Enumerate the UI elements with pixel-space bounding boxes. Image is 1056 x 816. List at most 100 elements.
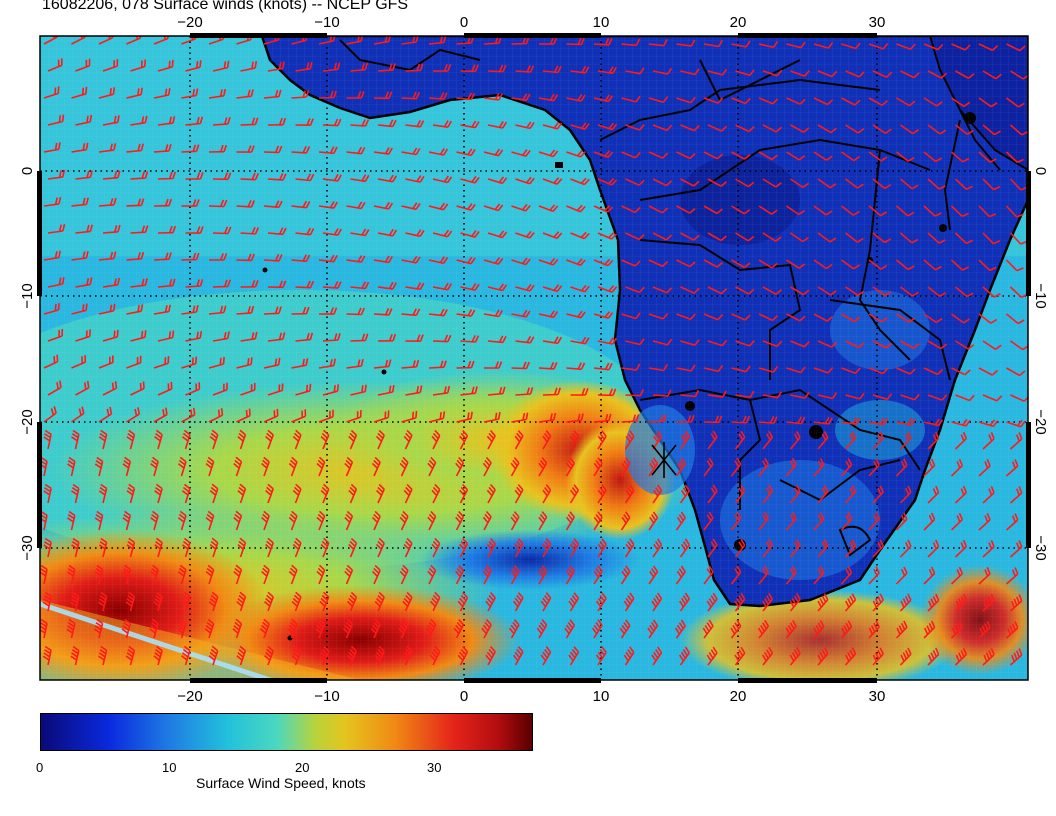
wind-barb bbox=[126, 429, 136, 450]
wind-barb bbox=[43, 142, 61, 153]
wind-barb bbox=[868, 205, 888, 217]
wind-barb bbox=[899, 539, 912, 558]
wind-barb bbox=[267, 61, 285, 72]
wind-barb bbox=[205, 456, 215, 477]
wind-barb bbox=[291, 254, 311, 263]
wind-barb bbox=[624, 430, 635, 450]
wind-barb bbox=[487, 230, 508, 239]
wind-barb bbox=[212, 279, 231, 288]
wind-barb bbox=[927, 340, 947, 350]
wind-barb bbox=[98, 143, 117, 153]
wind-barb bbox=[121, 618, 132, 639]
wind-barb bbox=[813, 259, 833, 270]
colorbar-gradient bbox=[40, 713, 533, 751]
wind-barb bbox=[817, 593, 829, 612]
wind-barb bbox=[978, 259, 997, 272]
wind-barb bbox=[621, 205, 641, 214]
wind-barb bbox=[707, 124, 728, 132]
wind-barb bbox=[510, 511, 520, 531]
wind-barb bbox=[840, 458, 853, 477]
wind-barb bbox=[377, 228, 398, 237]
wind-barb bbox=[593, 511, 603, 531]
wind-barb bbox=[786, 259, 806, 269]
wind-barb bbox=[789, 647, 801, 666]
wind-barb bbox=[593, 457, 603, 477]
wind-barb bbox=[652, 286, 673, 294]
wind-barb bbox=[267, 332, 286, 342]
wind-barb bbox=[734, 646, 746, 666]
wind-barb bbox=[259, 618, 270, 639]
wind-barb bbox=[731, 40, 751, 48]
wind-barb bbox=[868, 417, 889, 426]
wind-barb bbox=[71, 142, 89, 153]
wind-barb bbox=[71, 537, 80, 558]
wind-barb bbox=[570, 231, 590, 240]
wind-barb bbox=[678, 592, 690, 612]
wind-barb bbox=[401, 359, 420, 369]
colorbar bbox=[40, 713, 533, 753]
wind-barb bbox=[789, 431, 801, 450]
wind-barb bbox=[405, 229, 425, 238]
wind-barb bbox=[399, 564, 409, 585]
wind-barb bbox=[315, 618, 326, 639]
wind-barb bbox=[735, 340, 755, 347]
wind-barb bbox=[460, 335, 480, 343]
wind-barb bbox=[542, 430, 552, 450]
wind-barb bbox=[790, 286, 810, 296]
wind-barb bbox=[40, 618, 48, 639]
wind-barb bbox=[734, 484, 746, 504]
wind-barb bbox=[735, 390, 755, 399]
wind-barb bbox=[322, 281, 342, 289]
wind-barb bbox=[185, 60, 202, 72]
wind-barb bbox=[130, 171, 149, 180]
wind-barb bbox=[512, 646, 524, 666]
wind-barb bbox=[457, 645, 469, 666]
wind-barb bbox=[707, 178, 728, 187]
wind-barb bbox=[377, 384, 395, 396]
wind-barb bbox=[263, 200, 283, 209]
wind-barb bbox=[703, 313, 724, 321]
wind-barb bbox=[786, 416, 806, 425]
wind-barb bbox=[978, 458, 991, 477]
wind-barb bbox=[817, 124, 837, 134]
wind-barb bbox=[538, 310, 559, 319]
lon-label: 20 bbox=[730, 14, 747, 31]
wind-barb bbox=[951, 313, 970, 324]
wind-barb bbox=[482, 456, 492, 477]
lon-label: 0 bbox=[460, 688, 468, 705]
wind-barb bbox=[346, 591, 358, 612]
wind-speed-field bbox=[40, 36, 1028, 680]
wind-barb bbox=[927, 647, 940, 666]
wind-barb bbox=[927, 485, 940, 504]
wind-barb bbox=[511, 361, 530, 370]
wind-barb bbox=[895, 259, 915, 271]
wind-barb bbox=[102, 170, 121, 180]
wind-barb bbox=[564, 619, 575, 639]
wind-barb bbox=[98, 197, 117, 207]
wind-barb bbox=[482, 564, 492, 585]
wind-barb bbox=[1005, 205, 1024, 218]
wind-barb bbox=[318, 254, 338, 263]
wind-barb bbox=[652, 484, 663, 504]
wind-barb bbox=[428, 147, 449, 156]
wind-barb bbox=[840, 512, 853, 531]
wind-barb bbox=[288, 510, 298, 531]
wind-barb bbox=[237, 483, 247, 504]
wind-barb bbox=[318, 90, 337, 99]
wind-barb bbox=[591, 619, 603, 639]
wind-barb bbox=[872, 593, 884, 612]
wind-barb bbox=[872, 232, 892, 244]
wind-barb bbox=[288, 564, 298, 585]
wind-barb bbox=[237, 537, 247, 558]
wind-barb bbox=[927, 431, 940, 450]
wind-barb bbox=[841, 151, 861, 162]
wind-barb bbox=[431, 537, 441, 558]
wind-barb bbox=[316, 564, 326, 585]
wind-barb bbox=[789, 485, 801, 504]
wind-barb bbox=[872, 539, 884, 558]
wind-barb bbox=[790, 178, 810, 189]
wind-barb bbox=[593, 205, 614, 213]
wind-barb bbox=[40, 564, 48, 585]
wind-barb bbox=[322, 62, 341, 72]
colorbar-title: Surface Wind Speed, knots bbox=[196, 775, 366, 791]
